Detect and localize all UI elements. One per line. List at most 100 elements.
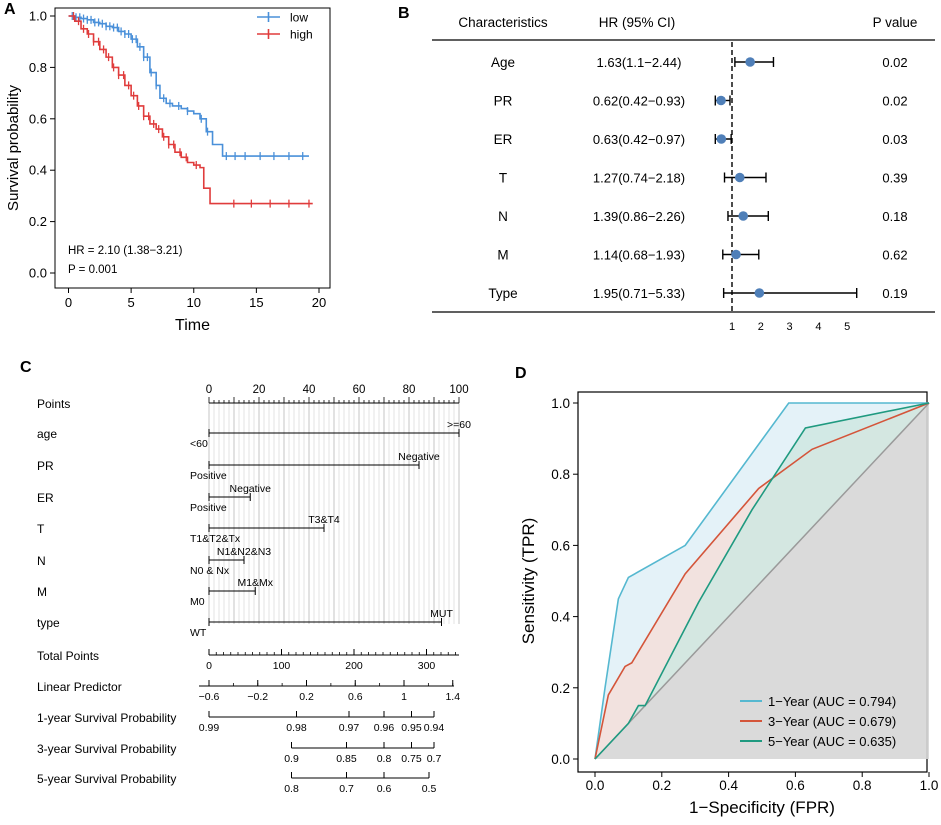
row-label-1-year-survival-probability: 1-year Survival Probability <box>37 711 176 725</box>
col-header-pvalue: P value <box>873 15 918 30</box>
panel-d-roc-plot: 0.0 0.2 0.4 0.6 0.8 1.0 0.0 0.2 0.4 0.6 0.8 1.0 1−Sp… <box>519 391 939 817</box>
y-tick-label: 1.0 <box>551 396 570 411</box>
x-tick-label: 1 <box>729 321 735 333</box>
row-label-age: age <box>37 427 57 441</box>
hr-point-N <box>738 211 749 221</box>
row-name-Type: Type <box>488 286 517 301</box>
scale-tick-label: 0.95 <box>401 722 422 734</box>
legend-label-low: low <box>290 11 308 25</box>
row-p-T: 0.39 <box>882 171 907 186</box>
row-hr-N: 1.39(0.86−2.26) <box>593 209 685 224</box>
plot-frame <box>54 7 331 289</box>
var-level-label: Negative <box>398 451 440 463</box>
y-axis-label: Sensitivity (TPR) <box>519 518 538 645</box>
y-tick-label: 0.4 <box>551 610 570 625</box>
row-label-5-year-survival-probability: 5-year Survival Probability <box>37 772 176 786</box>
y-axis-label: Survival probability <box>5 85 22 211</box>
x-tick-label: 0 <box>65 295 72 310</box>
row-hr-PR: 0.62(0.42−0.93) <box>593 94 685 109</box>
x-tick-label: 20 <box>312 295 326 310</box>
scale-tick-label: 1 <box>401 691 407 703</box>
points-tick-label: 20 <box>253 384 266 396</box>
scale-tick-label: 0.98 <box>286 722 307 734</box>
row-label-n: N <box>37 554 46 568</box>
points-tick-label: 40 <box>303 384 316 396</box>
row-label-3-year-survival-probability: 3-year Survival Probability <box>37 742 176 756</box>
row-name-PR: PR <box>494 94 513 109</box>
y-tick-label: 0.6 <box>551 538 570 553</box>
var-level-label: N1&N2&N3 <box>217 546 271 558</box>
scale-tick-label: 0.99 <box>199 722 220 734</box>
scale-tick-label: −0.2 <box>247 691 268 703</box>
y-tick-label: 0.4 <box>29 163 47 178</box>
hr-point-M <box>731 249 741 260</box>
row-p-M: 0.62 <box>882 248 907 263</box>
row-label-points: Points <box>37 397 70 411</box>
scale-tick-label: 0.6 <box>377 783 392 795</box>
row-hr-ER: 0.63(0.42−0.97) <box>593 132 685 147</box>
scale-tick-label: 0.9 <box>284 753 299 765</box>
row-label-type: type <box>37 616 60 630</box>
legend-label: 5−Year (AUC = 0.635) <box>768 734 896 749</box>
roc-curve <box>594 402 929 760</box>
scale-tick-label: 300 <box>418 660 436 672</box>
km-curve-high <box>68 15 313 205</box>
scale-tick-label: 0.6 <box>348 691 363 703</box>
row-hr-M: 1.14(0.68−1.93) <box>593 248 685 263</box>
points-tick-label: 60 <box>353 384 366 396</box>
x-tick-label: 5 <box>128 295 135 310</box>
x-tick-label: 0.0 <box>586 778 605 793</box>
scale-tick-label: 0.8 <box>377 753 392 765</box>
scale-tick-label: 0.94 <box>424 722 445 734</box>
x-axis-label: Time <box>175 317 210 334</box>
row-hr-Age: 1.63(1.1−2.44) <box>597 55 682 70</box>
scale-tick-label: 0.5 <box>422 783 437 795</box>
row-p-ER: 0.03 <box>882 132 907 147</box>
var-level-label: M0 <box>190 596 205 608</box>
scale-tick-label: 0.75 <box>401 753 422 765</box>
x-tick-label: 0.4 <box>719 778 738 793</box>
hr-point-Age <box>745 57 755 67</box>
row-p-PR: 0.02 <box>882 94 907 109</box>
points-tick-label: 0 <box>206 384 212 396</box>
var-level-label: WT <box>190 627 207 639</box>
y-tick-label: 0.2 <box>551 681 570 696</box>
var-level-label: Positive <box>190 470 227 482</box>
hr-point-ER <box>716 134 727 144</box>
y-tick-label: 1.0 <box>29 9 47 24</box>
roc-curve <box>594 402 930 760</box>
panel-label-d: D <box>515 365 527 382</box>
chance-line <box>594 402 930 760</box>
y-tick-label: 0.8 <box>551 467 570 482</box>
scale-tick-label: 0.7 <box>427 753 442 765</box>
row-label-er: ER <box>37 491 54 505</box>
var-level-label: Negative <box>230 483 272 495</box>
col-header-characteristics: Characteristics <box>458 15 548 30</box>
panel-b-forest-plot: Characteristics HR (95% CI) P value 1 2 3 4 5 Ag… <box>432 15 935 333</box>
row-name-T: T <box>499 171 507 186</box>
scale-tick-label: 1.4 <box>445 691 460 703</box>
panel-a-km-plot: 0 5 10 15 20 0.0 0.2 0.4 0.6 0.8 1.0 Time Survival p… <box>5 7 331 334</box>
var-level-label: N0 & Nx <box>190 565 230 577</box>
x-tick-label: 10 <box>187 295 201 310</box>
col-header-hr: HR (95% CI) <box>599 15 676 30</box>
p-annotation: P = 0.001 <box>68 264 117 276</box>
legend-label: 3−Year (AUC = 0.679) <box>768 714 896 729</box>
panel-label-a: A <box>4 1 16 18</box>
scale-tick-label: −0.6 <box>199 691 220 703</box>
x-tick-label: 1.0 <box>920 778 939 793</box>
x-tick-label: 0.2 <box>652 778 671 793</box>
points-tick-label: 100 <box>449 384 468 396</box>
row-p-Age: 0.02 <box>882 55 907 70</box>
row-label-pr: PR <box>37 459 54 473</box>
scale-tick-label: 0.2 <box>299 691 314 703</box>
hr-point-T <box>734 172 745 183</box>
row-label-m: M <box>37 585 47 599</box>
row-name-ER: ER <box>494 132 513 147</box>
y-tick-label: 0.2 <box>29 214 47 229</box>
scale-tick-label: 100 <box>273 660 291 672</box>
scale-tick-label: 0.97 <box>339 722 360 734</box>
y-tick-label: 0.0 <box>29 266 47 281</box>
x-tick-label: 5 <box>844 321 850 333</box>
